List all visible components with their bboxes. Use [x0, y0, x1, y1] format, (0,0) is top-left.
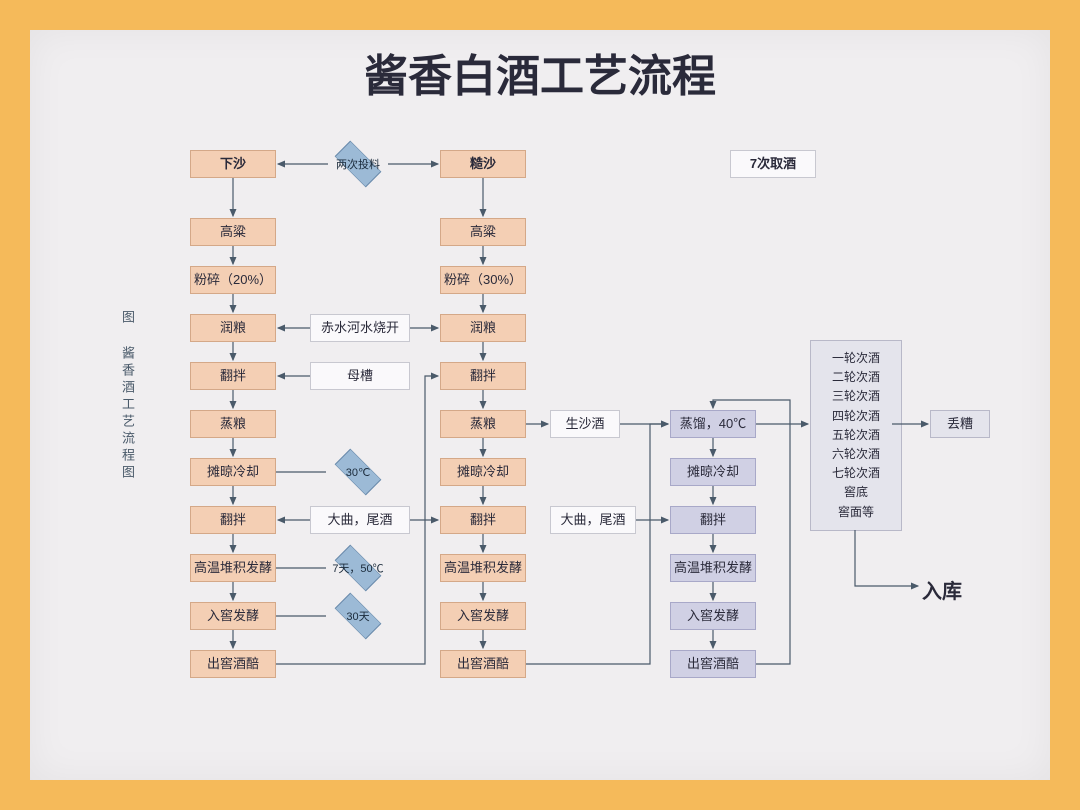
c1-n6: 翻拌: [190, 506, 276, 534]
c2-n5: 摊晾冷却: [440, 458, 526, 486]
c1-n3: 翻拌: [190, 362, 276, 390]
diamond-30c: 30℃: [328, 457, 388, 487]
diagram-canvas: 酱香白酒工艺流程 图 酱香酒工艺流程图 下沙 糙沙 两次投料 7次取酒 高粱 粉…: [30, 30, 1050, 780]
side-water: 赤水河水烧开: [310, 314, 410, 342]
c2-n2: 润粮: [440, 314, 526, 342]
c1-n8: 入窖发酵: [190, 602, 276, 630]
diamond-top: 两次投料: [328, 149, 388, 179]
c2-n1: 粉碎（30%）: [440, 266, 526, 294]
side-muzao: 母槽: [310, 362, 410, 390]
diamond-7d50: 7天，50℃: [328, 553, 388, 583]
c3-header: 蒸馏，40℃: [670, 410, 756, 438]
c1-n1: 粉碎（20%）: [190, 266, 276, 294]
c2-n6: 翻拌: [440, 506, 526, 534]
c3-n0: 摊晾冷却: [670, 458, 756, 486]
vertical-caption: 图 酱香酒工艺流程图: [118, 310, 137, 482]
storage-label: 入库: [922, 575, 962, 604]
c2-n3: 翻拌: [440, 362, 526, 390]
c3-n2: 高温堆积发酵: [670, 554, 756, 582]
side-daqu: 大曲，尾酒: [310, 506, 410, 534]
diagram-title: 酱香白酒工艺流程: [30, 40, 1050, 104]
c2-n7: 高温堆积发酵: [440, 554, 526, 582]
c1-n2: 润粮: [190, 314, 276, 342]
c1-n9: 出窖酒醅: [190, 650, 276, 678]
c1-n4: 蒸粮: [190, 410, 276, 438]
c1-n5: 摊晾冷却: [190, 458, 276, 486]
col1-header: 下沙: [190, 150, 276, 178]
col2-header: 糙沙: [440, 150, 526, 178]
diamond-30d: 30天: [328, 601, 388, 631]
side-shengsha: 生沙酒: [550, 410, 620, 438]
c3-n3: 入窖发酵: [670, 602, 756, 630]
c3-n4: 出窖酒醅: [670, 650, 756, 678]
c3-n1: 翻拌: [670, 506, 756, 534]
side-daqu2: 大曲，尾酒: [550, 506, 636, 534]
c1-n7: 高温堆积发酵: [190, 554, 276, 582]
c2-n0: 高粱: [440, 218, 526, 246]
c2-n9: 出窖酒醅: [440, 650, 526, 678]
c2-n8: 入窖发酵: [440, 602, 526, 630]
discard-box: 丢糟: [930, 410, 990, 438]
c2-n4: 蒸粮: [440, 410, 526, 438]
c1-n0: 高粱: [190, 218, 276, 246]
rounds-list: 一轮次酒 二轮次酒 三轮次酒 四轮次酒 五轮次酒 六轮次酒 七轮次酒 窖底 窖面…: [810, 340, 902, 531]
seven-times-box: 7次取酒: [730, 150, 816, 178]
